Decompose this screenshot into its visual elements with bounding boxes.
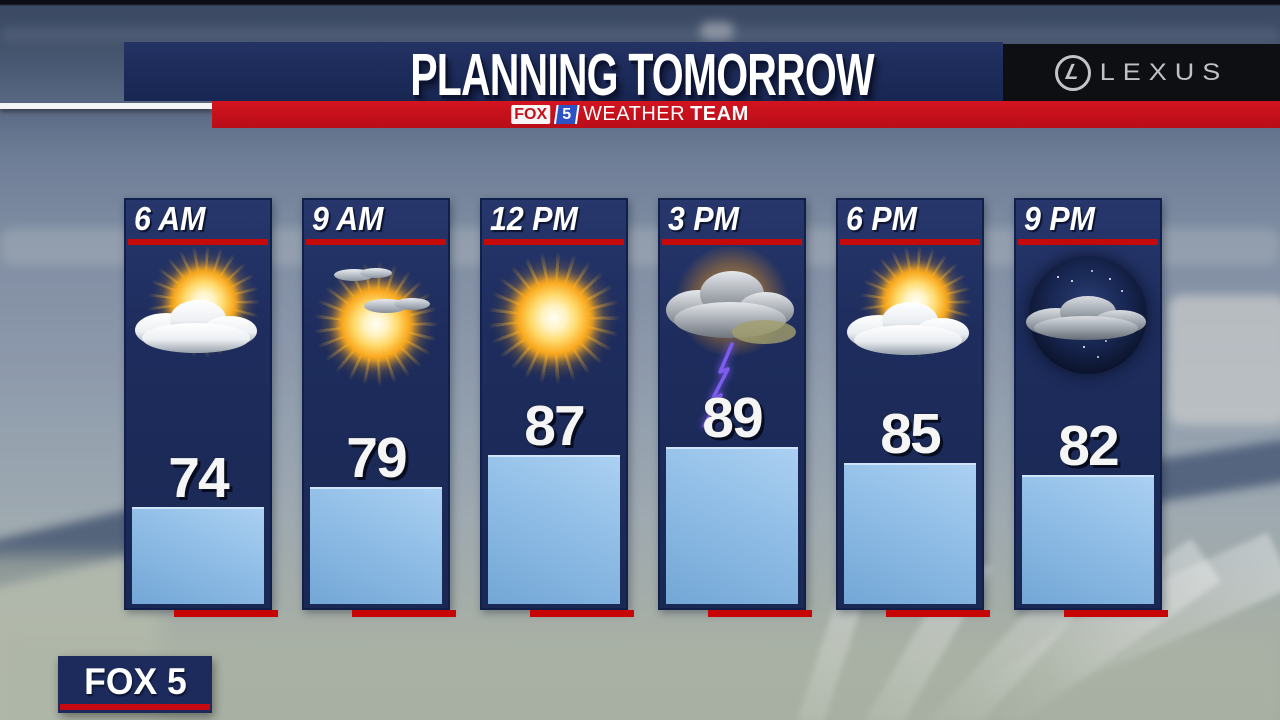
sunny-icon	[480, 246, 628, 446]
red-bottom-strip	[352, 610, 456, 617]
red-rule	[484, 239, 624, 245]
temperature-value: 87	[524, 394, 585, 458]
forecast-column-6am: 6 AM 74	[124, 198, 278, 617]
mostly-sunny-icon	[302, 246, 450, 446]
red-bottom-strip	[886, 610, 990, 617]
forecast-column-9pm: 9 PM 82	[1014, 198, 1168, 617]
header-accent-strip	[0, 103, 212, 109]
sponsor-panel: L LEXUS	[1003, 44, 1280, 101]
time-label: 6 PM	[846, 200, 917, 237]
red-rule	[1018, 239, 1158, 245]
weather-team-lockup: FOX 5 WEATHER TEAM	[511, 101, 748, 128]
thunderstorm-icon	[658, 246, 806, 446]
five-logo-chip: 5	[553, 105, 580, 124]
partly-cloudy-icon	[836, 246, 984, 446]
red-rule	[840, 239, 980, 245]
forecast-column-12pm: 12 PM 87	[480, 198, 634, 617]
time-label: 9 PM	[1024, 200, 1095, 237]
plaza	[0, 635, 1280, 720]
weather-team-banner: FOX 5 WEATHER TEAM	[212, 101, 1280, 128]
temp-bar	[844, 463, 976, 604]
red-bottom-strip	[174, 610, 278, 617]
time-label: 12 PM	[490, 200, 578, 237]
fox-logo-chip: FOX	[511, 105, 551, 124]
temp-bar	[666, 447, 798, 604]
time-label: 9 AM	[312, 200, 384, 237]
team-label: TEAM	[690, 103, 749, 125]
red-rule	[662, 239, 802, 245]
time-label: 6 AM	[134, 200, 206, 237]
lexus-emblem-icon: L	[1054, 54, 1091, 91]
temp-bar	[132, 507, 264, 604]
page-title: PLANNING TOMORROW	[410, 41, 874, 109]
station-logo-red-strip	[60, 704, 210, 710]
temp-bar	[310, 487, 442, 604]
red-bottom-strip	[708, 610, 812, 617]
cathedral-silhouette	[700, 22, 734, 40]
skyline-silhouette	[0, 28, 1280, 42]
temp-bar	[488, 455, 620, 604]
temperature-value: 89	[702, 386, 763, 450]
red-rule	[128, 239, 268, 245]
title-banner: PLANNING TOMORROW	[124, 42, 1003, 108]
station-logo: FOX 5	[58, 656, 212, 713]
forecast-column-9am: 9 AM 79	[302, 198, 456, 617]
partly-cloudy-icon	[124, 246, 272, 446]
red-rule	[306, 239, 446, 245]
building-right	[1168, 295, 1280, 425]
red-bottom-strip	[530, 610, 634, 617]
temperature-value: 79	[346, 426, 407, 490]
forecast-column-6pm: 6 PM 85	[836, 198, 990, 617]
cloudy-night-icon	[1014, 246, 1162, 446]
temp-bar	[1022, 475, 1154, 604]
time-label: 3 PM	[668, 200, 739, 237]
weather-label: WEATHER	[583, 103, 686, 125]
forecast-column-3pm: 3 PM 89	[658, 198, 812, 617]
station-logo-text: FOX 5	[83, 660, 187, 702]
red-bottom-strip	[1064, 610, 1168, 617]
temperature-value: 85	[880, 402, 941, 466]
sponsor-name: LEXUS	[1099, 58, 1229, 86]
stars	[1057, 276, 1059, 278]
temperature-value: 82	[1058, 414, 1119, 478]
temperature-value: 74	[168, 446, 229, 510]
